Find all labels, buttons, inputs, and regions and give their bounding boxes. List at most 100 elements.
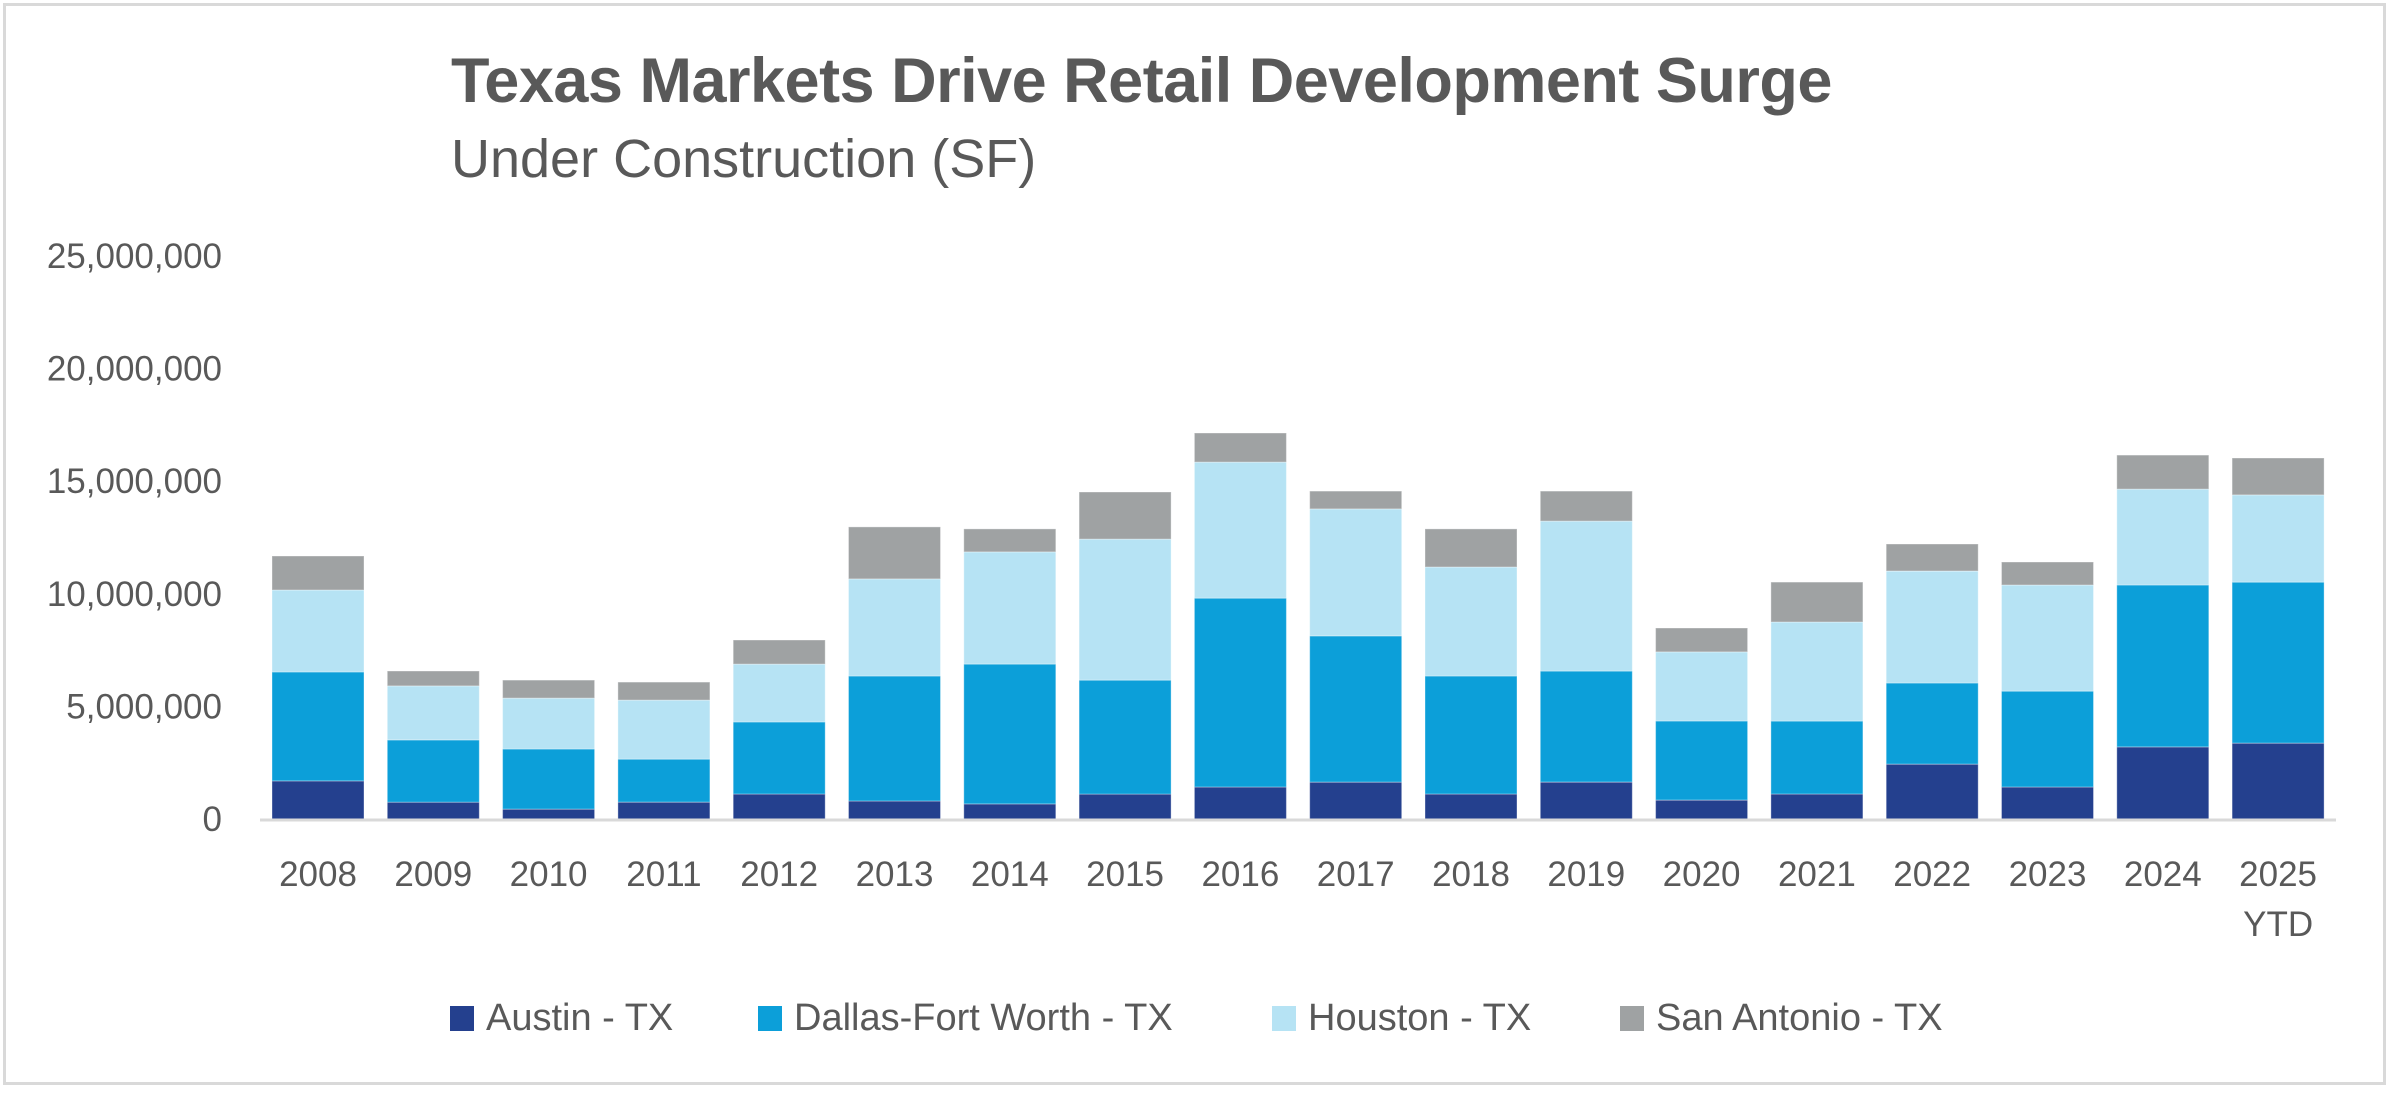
bar-segment-austin-tx xyxy=(1770,793,1864,820)
bar-segment-san-antonio-tx xyxy=(1078,491,1172,540)
x-tick-label: 2008 xyxy=(279,855,357,894)
bar-segment-san-antonio-tx xyxy=(502,679,596,699)
legend-label: Austin - TX xyxy=(486,997,674,1039)
bar-stack xyxy=(502,679,596,820)
bar-segment-dallas-fort-worth-tx xyxy=(1193,597,1287,788)
bar-segment-dallas-fort-worth-tx xyxy=(386,739,480,803)
x-tick-label: 2011 xyxy=(626,855,701,894)
bar-segment-san-antonio-tx xyxy=(1193,432,1287,463)
bar-segment-dallas-fort-worth-tx xyxy=(1539,670,1633,783)
bar-segment-dallas-fort-worth-tx xyxy=(271,671,365,782)
legend-label: Houston - TX xyxy=(1308,997,1532,1039)
y-tick-label: 0 xyxy=(203,800,222,839)
bar-segment-san-antonio-tx xyxy=(1885,543,1979,572)
bar-segment-austin-tx xyxy=(1309,781,1403,820)
bar-segment-dallas-fort-worth-tx xyxy=(1655,720,1749,801)
bar-segment-austin-tx xyxy=(848,800,941,820)
legend-item: San Antonio - TX xyxy=(1620,998,1943,1038)
legend-label: San Antonio - TX xyxy=(1656,997,1943,1039)
x-tick-label: 2018 xyxy=(1432,855,1510,894)
bar-segment-austin-tx xyxy=(271,780,365,820)
x-tick-label: 2020 xyxy=(1663,855,1741,894)
bar-segment-san-antonio-tx xyxy=(1424,528,1518,568)
bar-segment-san-antonio-tx xyxy=(732,639,826,665)
bar-stack xyxy=(1193,432,1287,820)
bar-stack xyxy=(732,639,826,820)
legend-swatch-icon xyxy=(1272,1005,1296,1031)
bar-stack xyxy=(1770,581,1864,820)
bar-segment-houston-tx xyxy=(2001,584,2094,692)
x-tick-label: 2009 xyxy=(394,855,472,894)
bar-segment-houston-tx xyxy=(502,697,596,750)
bar-segment-dallas-fort-worth-tx xyxy=(732,721,826,795)
bar-segment-san-antonio-tx xyxy=(1309,490,1403,510)
bar-segment-san-antonio-tx xyxy=(1655,627,1749,653)
bar-stack xyxy=(1078,491,1172,820)
bar-segment-san-antonio-tx xyxy=(848,526,941,580)
bar-segment-houston-tx xyxy=(1770,621,1864,722)
bar-segment-dallas-fort-worth-tx xyxy=(2231,581,2325,744)
bar-segment-dallas-fort-worth-tx xyxy=(848,675,941,802)
x-tick-label: 2010 xyxy=(510,855,588,894)
x-tick-label: 2025 xyxy=(2239,855,2317,894)
bar-segment-houston-tx xyxy=(1078,538,1172,681)
bar-segment-houston-tx xyxy=(2116,488,2210,586)
bar-segment-dallas-fort-worth-tx xyxy=(1309,635,1403,783)
bar-segment-houston-tx xyxy=(1655,651,1749,722)
legend-swatch-icon xyxy=(1620,1005,1644,1031)
x-tick-label: 2014 xyxy=(971,855,1049,894)
x-tick-label: 2012 xyxy=(740,855,818,894)
bar-stack xyxy=(963,528,1057,820)
y-tick-label: 20,000,000 xyxy=(47,350,222,389)
bar-segment-houston-tx xyxy=(1309,508,1403,637)
bar-segment-houston-tx xyxy=(732,663,826,723)
bar-segment-houston-tx xyxy=(2231,494,2325,583)
x-tick-label: 2015 xyxy=(1086,855,1164,894)
bar-stack xyxy=(1424,528,1518,820)
x-tick-label: 2023 xyxy=(2009,855,2087,894)
legend-item: Dallas-Fort Worth - TX xyxy=(758,998,1173,1038)
bar-segment-austin-tx xyxy=(2001,786,2094,820)
x-tick-label: 2019 xyxy=(1547,855,1625,894)
bar-segment-dallas-fort-worth-tx xyxy=(1885,682,1979,765)
bar-segment-austin-tx xyxy=(963,803,1057,820)
bar-segment-san-antonio-tx xyxy=(617,681,711,701)
legend-item: Houston - TX xyxy=(1272,998,1531,1038)
bar-stack xyxy=(1885,543,1979,820)
bar-segment-dallas-fort-worth-tx xyxy=(2116,584,2210,748)
bar-segment-austin-tx xyxy=(1424,793,1518,820)
y-tick-label: 5,000,000 xyxy=(66,687,222,726)
y-tick-label: 10,000,000 xyxy=(47,575,222,614)
x-tick-label: 2016 xyxy=(1201,855,1279,894)
bar-segment-houston-tx xyxy=(1424,566,1518,677)
x-tick-label: 2022 xyxy=(1893,855,1971,894)
bar-stack xyxy=(271,555,365,820)
bar-segment-houston-tx xyxy=(848,578,941,677)
x-tick-label: YTD xyxy=(2243,905,2313,944)
bar-segment-austin-tx xyxy=(1655,799,1749,820)
bar-segment-austin-tx xyxy=(732,793,826,820)
bar-segment-houston-tx xyxy=(271,589,365,673)
legend-swatch-icon xyxy=(758,1005,782,1031)
bar-segment-dallas-fort-worth-tx xyxy=(2001,690,2094,788)
bar-segment-san-antonio-tx xyxy=(1770,581,1864,623)
bar-segment-houston-tx xyxy=(617,699,711,760)
bar-segment-austin-tx xyxy=(2231,742,2325,820)
bar-stack xyxy=(1655,627,1749,820)
bar-segment-austin-tx xyxy=(386,801,480,820)
bar-segment-san-antonio-tx xyxy=(963,528,1057,553)
bar-stack xyxy=(617,681,711,820)
bar-stack xyxy=(848,526,941,820)
bar-stack xyxy=(1539,490,1633,820)
x-tick-label: 2024 xyxy=(2124,855,2202,894)
bar-segment-austin-tx xyxy=(502,808,596,820)
legend: Austin - TX Dallas-Fort Worth - TX Houston… xyxy=(0,998,2397,1038)
bar-segment-austin-tx xyxy=(1078,793,1172,820)
chart-title: Texas Markets Drive Retail Development S… xyxy=(451,46,1832,116)
bar-segment-san-antonio-tx xyxy=(386,670,480,687)
bar-segment-san-antonio-tx xyxy=(2001,561,2094,586)
legend-swatch-icon xyxy=(450,1005,474,1031)
bar-segment-houston-tx xyxy=(1885,570,1979,684)
bar-segment-san-antonio-tx xyxy=(1539,490,1633,522)
bar-segment-dallas-fort-worth-tx xyxy=(963,663,1057,805)
